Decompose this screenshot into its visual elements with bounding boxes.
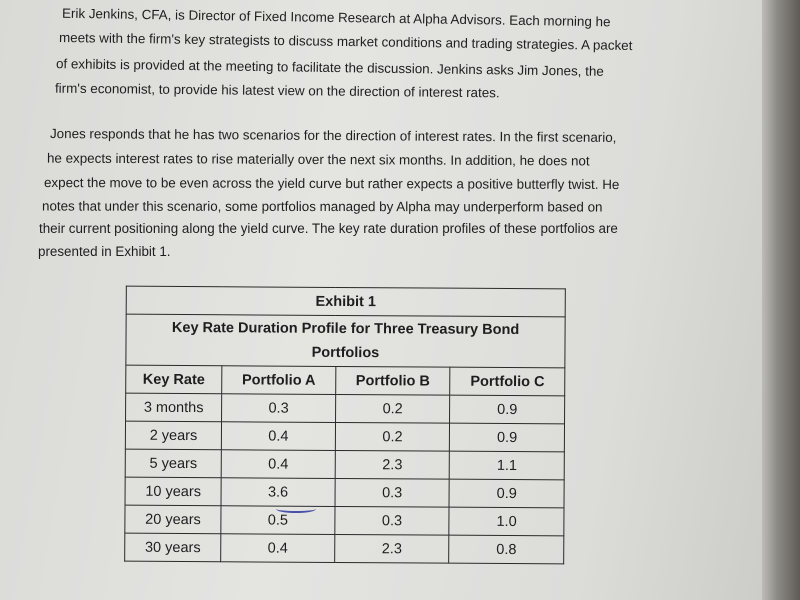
duration-cell: 0.3 <box>334 506 450 536</box>
text-line: presented in Exhibit 1. <box>38 244 171 259</box>
duration-cell: 3.6 <box>221 477 336 507</box>
table-row: 3 months 0.3 0.2 0.9 <box>125 393 565 424</box>
exhibit-title: Exhibit 1 <box>126 286 566 317</box>
duration-cell: 0.2 <box>335 394 451 424</box>
header-row: Key Rate Portfolio A Portfolio B Portfol… <box>125 365 565 396</box>
key-rate-cell: 3 months <box>125 393 222 422</box>
duration-cell: 1.1 <box>449 451 565 480</box>
duration-cell: 0.8 <box>449 535 564 564</box>
duration-cell: 0.2 <box>335 422 450 452</box>
column-header: Portfolio B <box>335 366 451 396</box>
duration-cell: 0.9 <box>449 479 565 508</box>
duration-cell: 0.4 <box>220 533 335 563</box>
key-rate-cell: 10 years <box>125 477 222 506</box>
text-line: notes that under this scenario, some por… <box>41 198 603 215</box>
text-line: expect the move to be even across the yi… <box>43 174 620 193</box>
table-row: 2 years 0.4 0.2 0.9 <box>125 421 565 452</box>
table-row: 10 years 3.6 0.3 0.9 <box>125 477 565 508</box>
key-rate-cell: 5 years <box>125 449 222 478</box>
text-line: Erik Jenkins, CFA, is Director of Fixed … <box>61 5 611 30</box>
text-line: he expects interest rates to rise materi… <box>46 150 590 169</box>
duration-cell: 2.3 <box>334 534 450 564</box>
key-rate-cell: 20 years <box>124 505 222 534</box>
duration-cell: 0.9 <box>449 395 565 424</box>
text-line: Jones responds that he has two scenarios… <box>49 126 617 145</box>
book-edge <box>762 0 800 600</box>
key-rate-cell: 2 years <box>125 421 222 450</box>
column-header: Portfolio C <box>450 367 565 396</box>
exhibit-subtitle: Key Rate Duration Profile for Three Trea… <box>125 314 566 368</box>
duration-cell: 0.9 <box>449 423 565 452</box>
duration-cell: 0.4 <box>221 449 336 479</box>
table-row: 5 years 0.4 2.3 1.1 <box>125 449 565 480</box>
handwritten-underline <box>276 505 316 513</box>
duration-cell: 0.4 <box>221 421 336 451</box>
key-rate-cell: 30 years <box>124 533 221 562</box>
table-row: 20 years 0.5 0.3 1.0 <box>124 505 564 536</box>
text-line: their current positioning along the yiel… <box>39 221 618 236</box>
duration-cell: 0.3 <box>334 478 450 508</box>
column-header: Key Rate <box>125 365 223 394</box>
column-header: Portfolio A <box>221 365 336 395</box>
exhibit-table: Exhibit 1 Key Rate Duration Profile for … <box>124 286 566 565</box>
table-row: 30 years 0.4 2.3 0.8 <box>124 533 564 564</box>
text-line: of exhibits is provided at the meeting t… <box>55 56 604 79</box>
text-line: meets with the firm's key strategists to… <box>58 29 633 54</box>
duration-cell: 0.3 <box>221 393 336 423</box>
duration-cell: 1.0 <box>449 507 564 536</box>
text-line: firm's economist, to provide his latest … <box>54 80 500 101</box>
duration-cell: 2.3 <box>335 450 450 480</box>
